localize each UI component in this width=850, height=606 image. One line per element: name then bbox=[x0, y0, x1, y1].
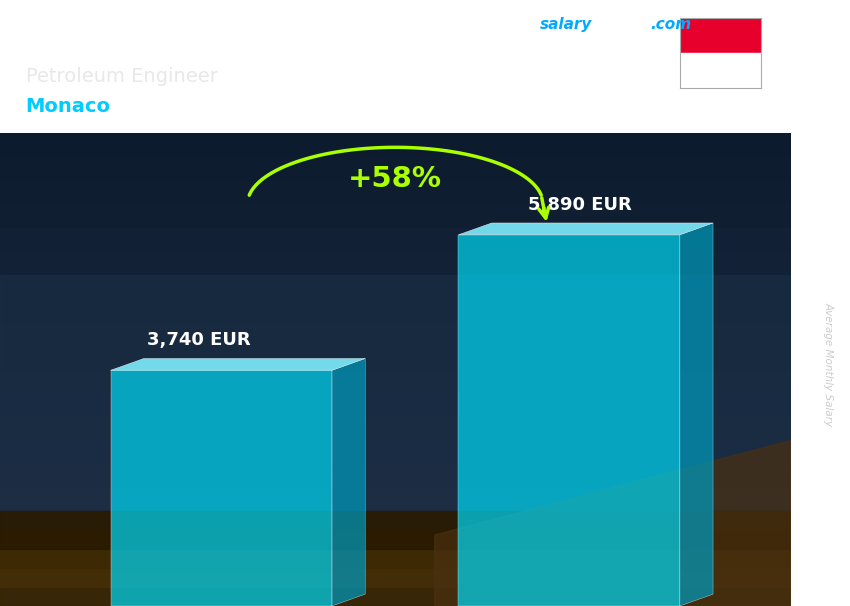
Bar bbox=[0, 549, 790, 587]
Text: .com: .com bbox=[650, 17, 691, 32]
Text: explorer: explorer bbox=[597, 17, 669, 32]
Bar bbox=[0, 511, 790, 549]
Polygon shape bbox=[458, 223, 713, 235]
Text: 3,740 EUR: 3,740 EUR bbox=[147, 331, 251, 349]
Bar bbox=[0, 275, 790, 464]
Bar bbox=[680, 18, 761, 53]
Text: Monaco: Monaco bbox=[26, 97, 110, 116]
Polygon shape bbox=[110, 359, 366, 370]
Text: Petroleum Engineer: Petroleum Engineer bbox=[26, 67, 218, 85]
Text: +58%: +58% bbox=[348, 165, 442, 193]
Bar bbox=[0, 530, 790, 568]
Bar bbox=[458, 235, 680, 606]
Bar bbox=[0, 488, 790, 511]
Polygon shape bbox=[332, 359, 366, 606]
Bar bbox=[0, 559, 790, 582]
Bar bbox=[0, 299, 790, 322]
Bar bbox=[0, 204, 790, 228]
Bar bbox=[0, 393, 790, 417]
Text: 5,890 EUR: 5,890 EUR bbox=[529, 196, 632, 213]
Polygon shape bbox=[434, 441, 790, 606]
Bar bbox=[0, 133, 790, 157]
Text: Average Monthly Salary: Average Monthly Salary bbox=[824, 302, 834, 425]
Bar bbox=[0, 228, 790, 251]
Bar bbox=[0, 568, 790, 606]
Bar bbox=[0, 464, 790, 488]
Bar bbox=[0, 275, 790, 299]
Bar bbox=[680, 53, 761, 88]
Bar bbox=[0, 346, 790, 370]
Bar bbox=[0, 251, 790, 275]
Bar bbox=[0, 370, 790, 393]
Bar bbox=[0, 535, 790, 559]
Bar bbox=[0, 181, 790, 204]
Text: Salary Comparison By Education: Salary Comparison By Education bbox=[26, 21, 558, 49]
Bar bbox=[0, 417, 790, 441]
Polygon shape bbox=[680, 223, 713, 606]
Text: salary: salary bbox=[540, 17, 592, 32]
Bar bbox=[0, 322, 790, 346]
Bar bbox=[110, 370, 332, 606]
Bar bbox=[0, 441, 790, 464]
Bar bbox=[0, 157, 790, 181]
Bar bbox=[0, 582, 790, 606]
Bar bbox=[0, 511, 790, 535]
